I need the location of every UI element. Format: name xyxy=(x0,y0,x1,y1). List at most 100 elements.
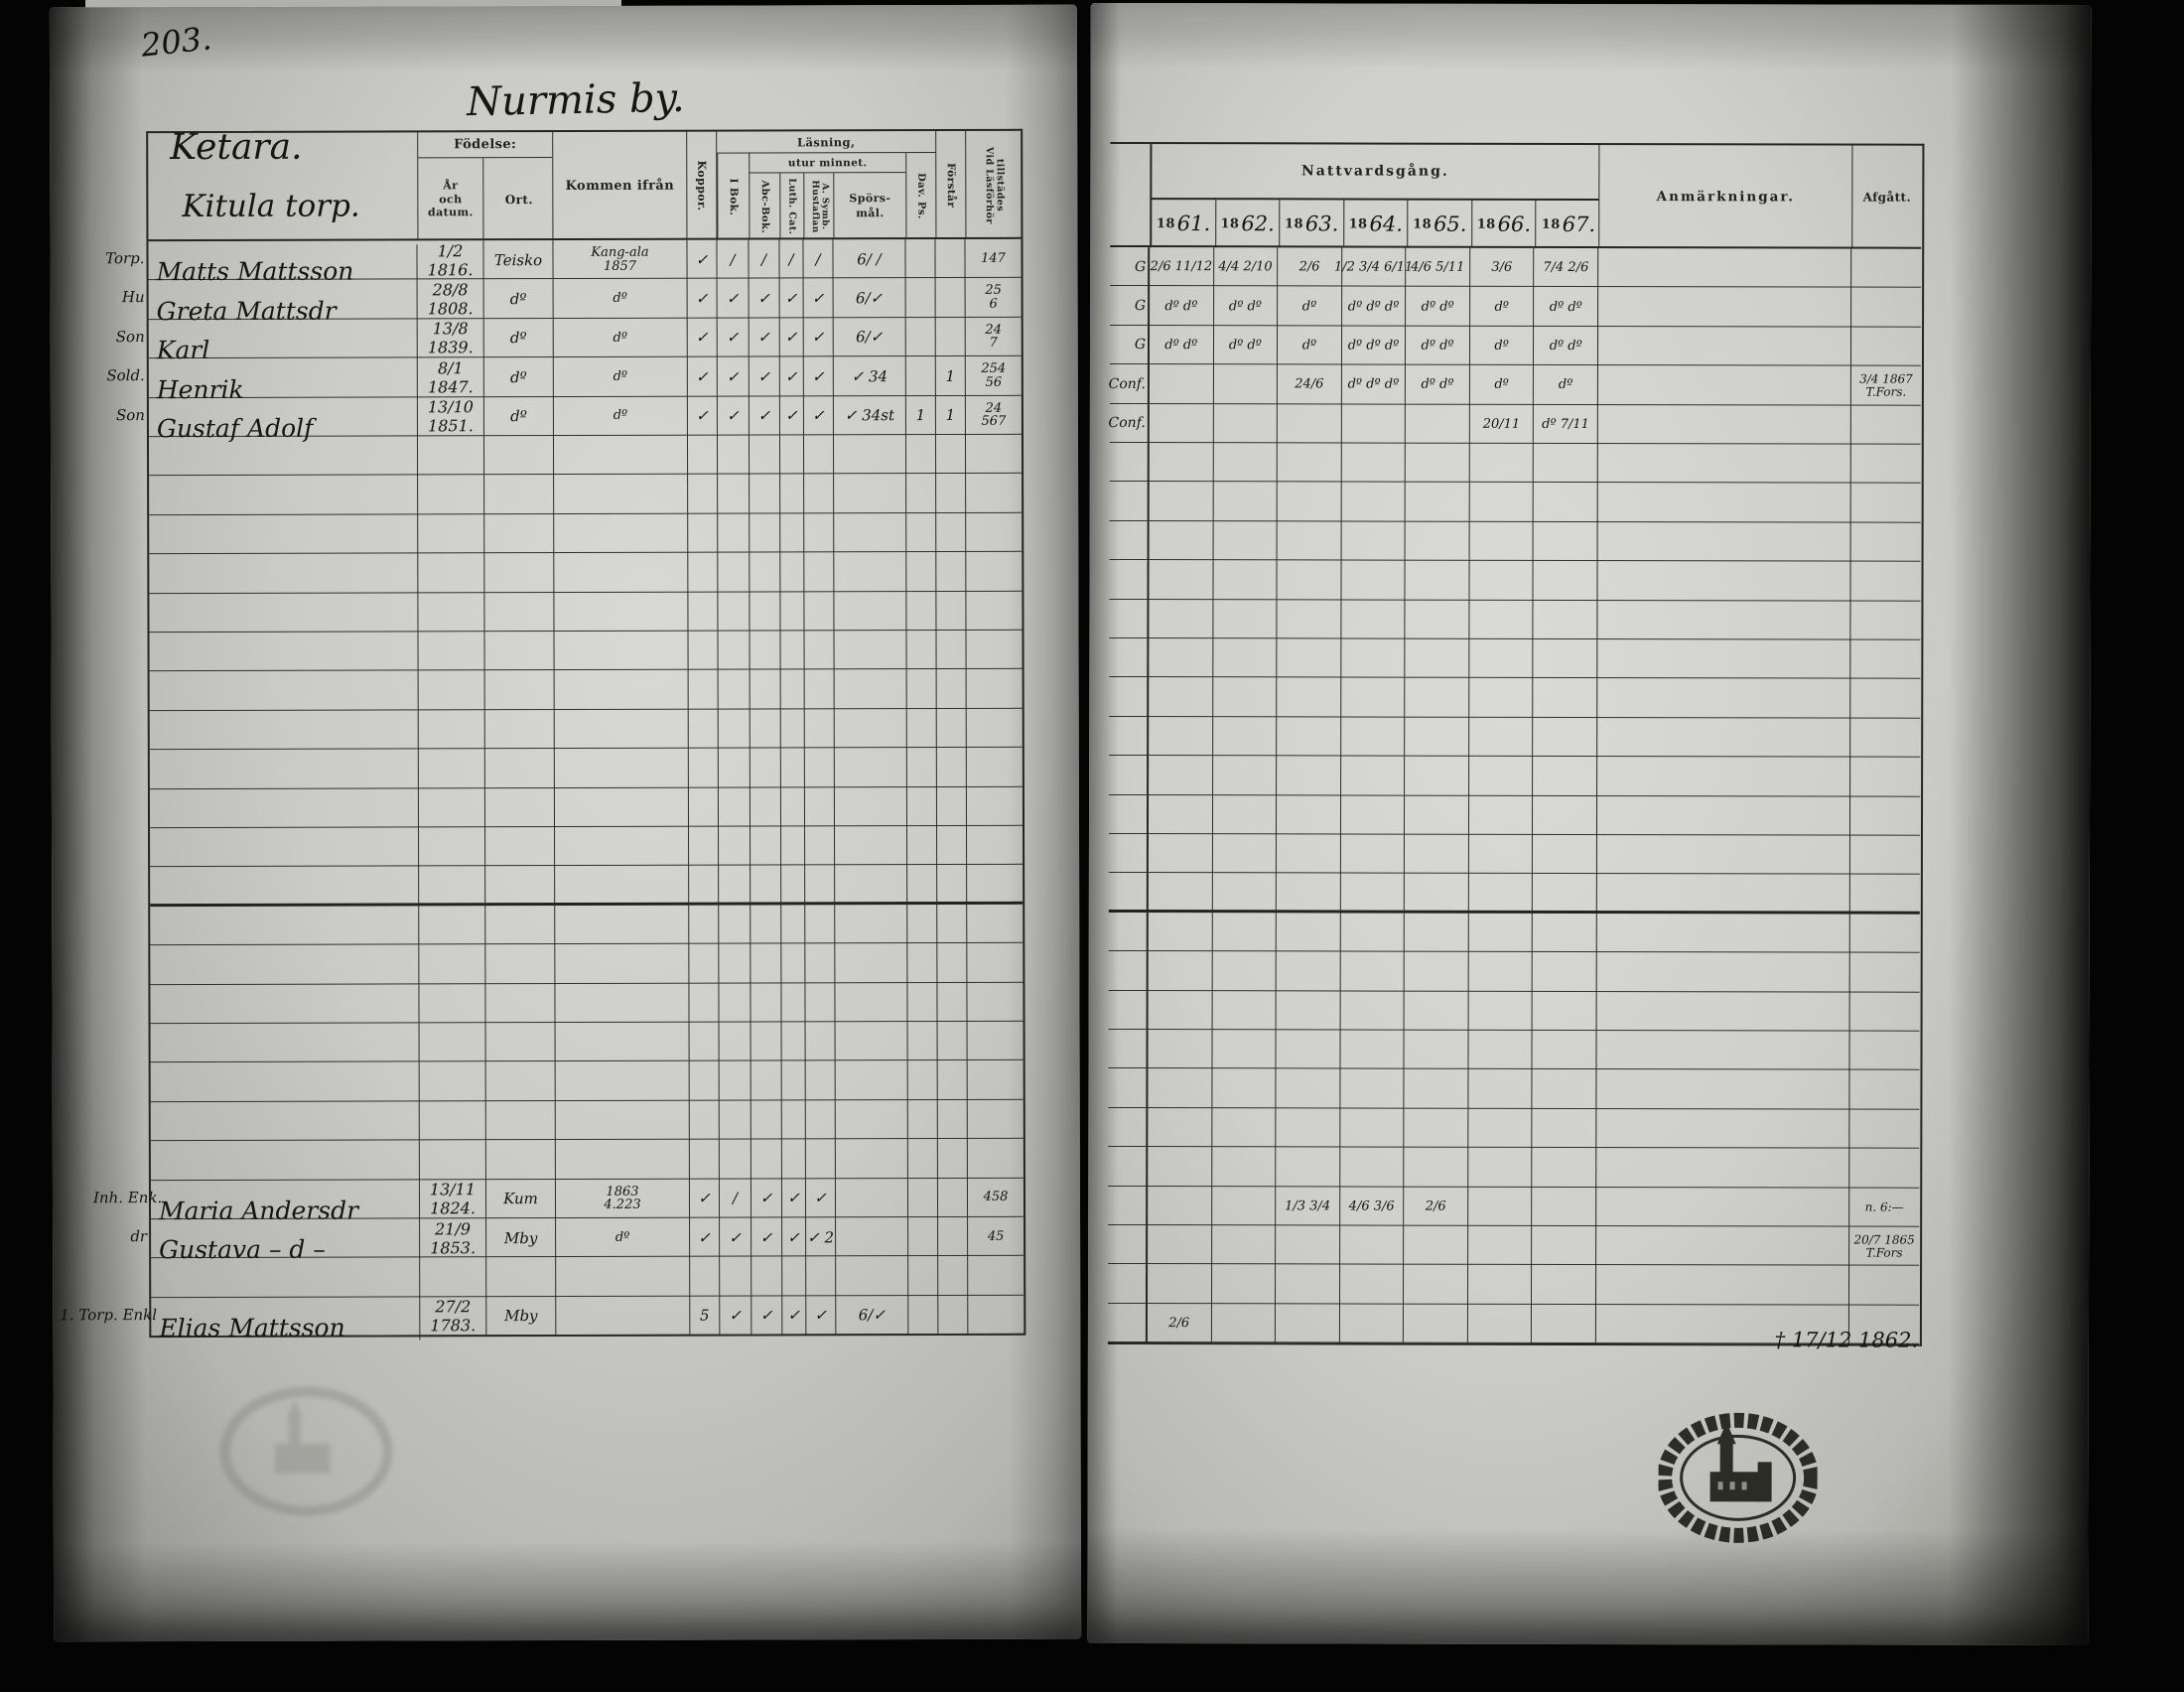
cell-abc xyxy=(751,943,782,984)
cell-luth xyxy=(780,631,805,670)
cell-natt-1865 xyxy=(1404,1108,1469,1148)
cell-afgatt xyxy=(1850,992,1920,1032)
cell-born: 28/8 1808. xyxy=(417,279,484,320)
cell-hust xyxy=(805,943,836,983)
cell-natt-1865: dº dº xyxy=(1406,326,1470,365)
cell-natt-1863 xyxy=(1277,482,1342,522)
cell-natt-1862 xyxy=(1212,913,1277,952)
cell-luth xyxy=(780,786,806,827)
cell-natt-1863: 1/3 3/4 xyxy=(1276,1186,1340,1226)
cell-anmarkning xyxy=(1597,483,1851,523)
cell-natt-1867 xyxy=(1533,795,1598,836)
cell-kommen xyxy=(554,513,689,554)
cell-natt-1864: 1/2 3/4 6/11 xyxy=(1334,247,1413,288)
cell-vid xyxy=(966,631,1022,670)
cell-afgatt xyxy=(1851,288,1921,328)
cell-natt-1863: 2/6 xyxy=(1278,247,1342,287)
cell-abc xyxy=(749,435,781,475)
right-table-body: G 2/6 11/12 4/4 2/10 2/6 1/2 3/4 6/11 4/6 5/1… xyxy=(1107,246,1922,1352)
left-table-row xyxy=(149,551,1023,598)
cell-vid xyxy=(967,905,1023,944)
cell-abc: ✓ xyxy=(749,396,780,436)
cell-anmarkning xyxy=(1595,1265,1850,1306)
cell-margin-note xyxy=(1109,756,1150,795)
cell-natt-1863 xyxy=(1276,873,1341,914)
cell-vid xyxy=(967,943,1023,983)
cell-afgatt xyxy=(1849,1032,1919,1071)
cell-koppor: ✓ xyxy=(687,318,718,357)
header-dav-ps: Dav. Ps. xyxy=(905,153,936,240)
left-table-row: Maria Andersdr 13/11 1824. Kum 1863 4.223 ✓ ∕… xyxy=(150,1178,1024,1225)
left-table-row xyxy=(148,434,1023,481)
cell-hust xyxy=(804,474,835,514)
cell-spors: ✓ 34 xyxy=(833,356,906,396)
cell-natt-1865: 4/6 5/11 xyxy=(1406,247,1471,288)
cell-anmarkning xyxy=(1596,952,1850,993)
left-table-row: Matts Mattsson 1/2 1816. Teisko Kang-ala 18… xyxy=(148,238,1022,286)
cell-name: Gustaf Adolf xyxy=(148,400,418,443)
cell-name xyxy=(149,557,419,598)
right-table-row xyxy=(1109,756,1921,797)
cell-luth: ✓ xyxy=(779,318,804,357)
cell-dav xyxy=(908,1256,939,1296)
cell-forstar xyxy=(938,1256,969,1296)
cell-ort xyxy=(484,670,555,710)
cell-natt-1867 xyxy=(1533,678,1598,718)
cell-abc: ✓ xyxy=(749,356,780,397)
cell-kommen xyxy=(554,787,690,828)
cell-afgatt xyxy=(1850,679,1920,719)
cell-margin-note xyxy=(1109,520,1150,561)
cell-margin-note xyxy=(1108,873,1149,913)
cell-hust: ∕ xyxy=(803,239,834,279)
cell-ibok xyxy=(719,905,751,944)
cell-dav xyxy=(907,982,938,1023)
cell-ort xyxy=(484,475,555,514)
cell-forstar xyxy=(937,1099,968,1140)
cell-natt-1865 xyxy=(1405,874,1469,914)
cell-born: 27/2 1783. xyxy=(420,1297,487,1337)
year-suffix: 61. xyxy=(1176,212,1211,236)
cell-natt-1861 xyxy=(1148,1030,1213,1069)
cell-natt-1867: 7/4 2/6 xyxy=(1534,247,1599,288)
cell-anmarkning xyxy=(1597,757,1851,797)
cell-natt-1863 xyxy=(1277,834,1341,874)
cell-abc xyxy=(750,631,781,670)
cell-natt-1861 xyxy=(1148,1186,1212,1226)
right-table-row xyxy=(1108,873,1920,915)
year-suffix: 65. xyxy=(1433,212,1467,236)
cell-anmarkning xyxy=(1596,913,1850,953)
cell-koppor: ✓ xyxy=(687,239,718,280)
cell-natt-1867 xyxy=(1533,874,1597,914)
cell-natt-1867: dº dº xyxy=(1534,326,1599,366)
right-table-header: Nattvardsgång. 18 61. 18 62. 18 63. 18 64. 18 65.… xyxy=(1110,143,1922,249)
cell-luth xyxy=(781,943,806,984)
cell-vid: 147 xyxy=(981,250,1006,266)
cell-margin-note: G xyxy=(1109,325,1151,365)
cell-spors xyxy=(833,435,907,475)
cell-natt-1862 xyxy=(1211,1068,1277,1109)
left-table-row: Greta Mattsdr 28/8 1808. dº dº ✓ ✓ ✓ ✓ ✓ 6∕✓ 25 6 xyxy=(148,278,1022,326)
cell-dav xyxy=(906,669,937,709)
cell-vid xyxy=(966,513,1022,553)
cell-anmarkning xyxy=(1596,795,1851,836)
cell-abc xyxy=(750,787,782,827)
cell-spors: 6∕✓ xyxy=(833,278,906,319)
cell-ort xyxy=(485,1061,556,1101)
cell-name xyxy=(149,674,419,715)
cell-ibok: ✓ xyxy=(717,396,750,436)
cell-luth xyxy=(779,435,805,475)
header-ort: Ort. xyxy=(504,192,533,207)
left-table-row xyxy=(149,708,1023,755)
cell-anmarkning xyxy=(1596,1187,1850,1227)
cell-hust xyxy=(806,1256,837,1297)
header-anmarkningar: Anmärkningar. xyxy=(1598,145,1852,249)
cell-natt-1867 xyxy=(1533,757,1598,796)
cell-ibok xyxy=(718,787,751,827)
cell-born xyxy=(418,592,485,633)
cell-natt-1867 xyxy=(1532,1148,1597,1188)
cell-ibok xyxy=(718,631,751,670)
cell-vid: 24 567 xyxy=(981,400,1007,430)
cell-margin-note xyxy=(1109,442,1150,483)
right-table-row xyxy=(1109,560,1921,602)
cell-kommen xyxy=(555,905,690,945)
